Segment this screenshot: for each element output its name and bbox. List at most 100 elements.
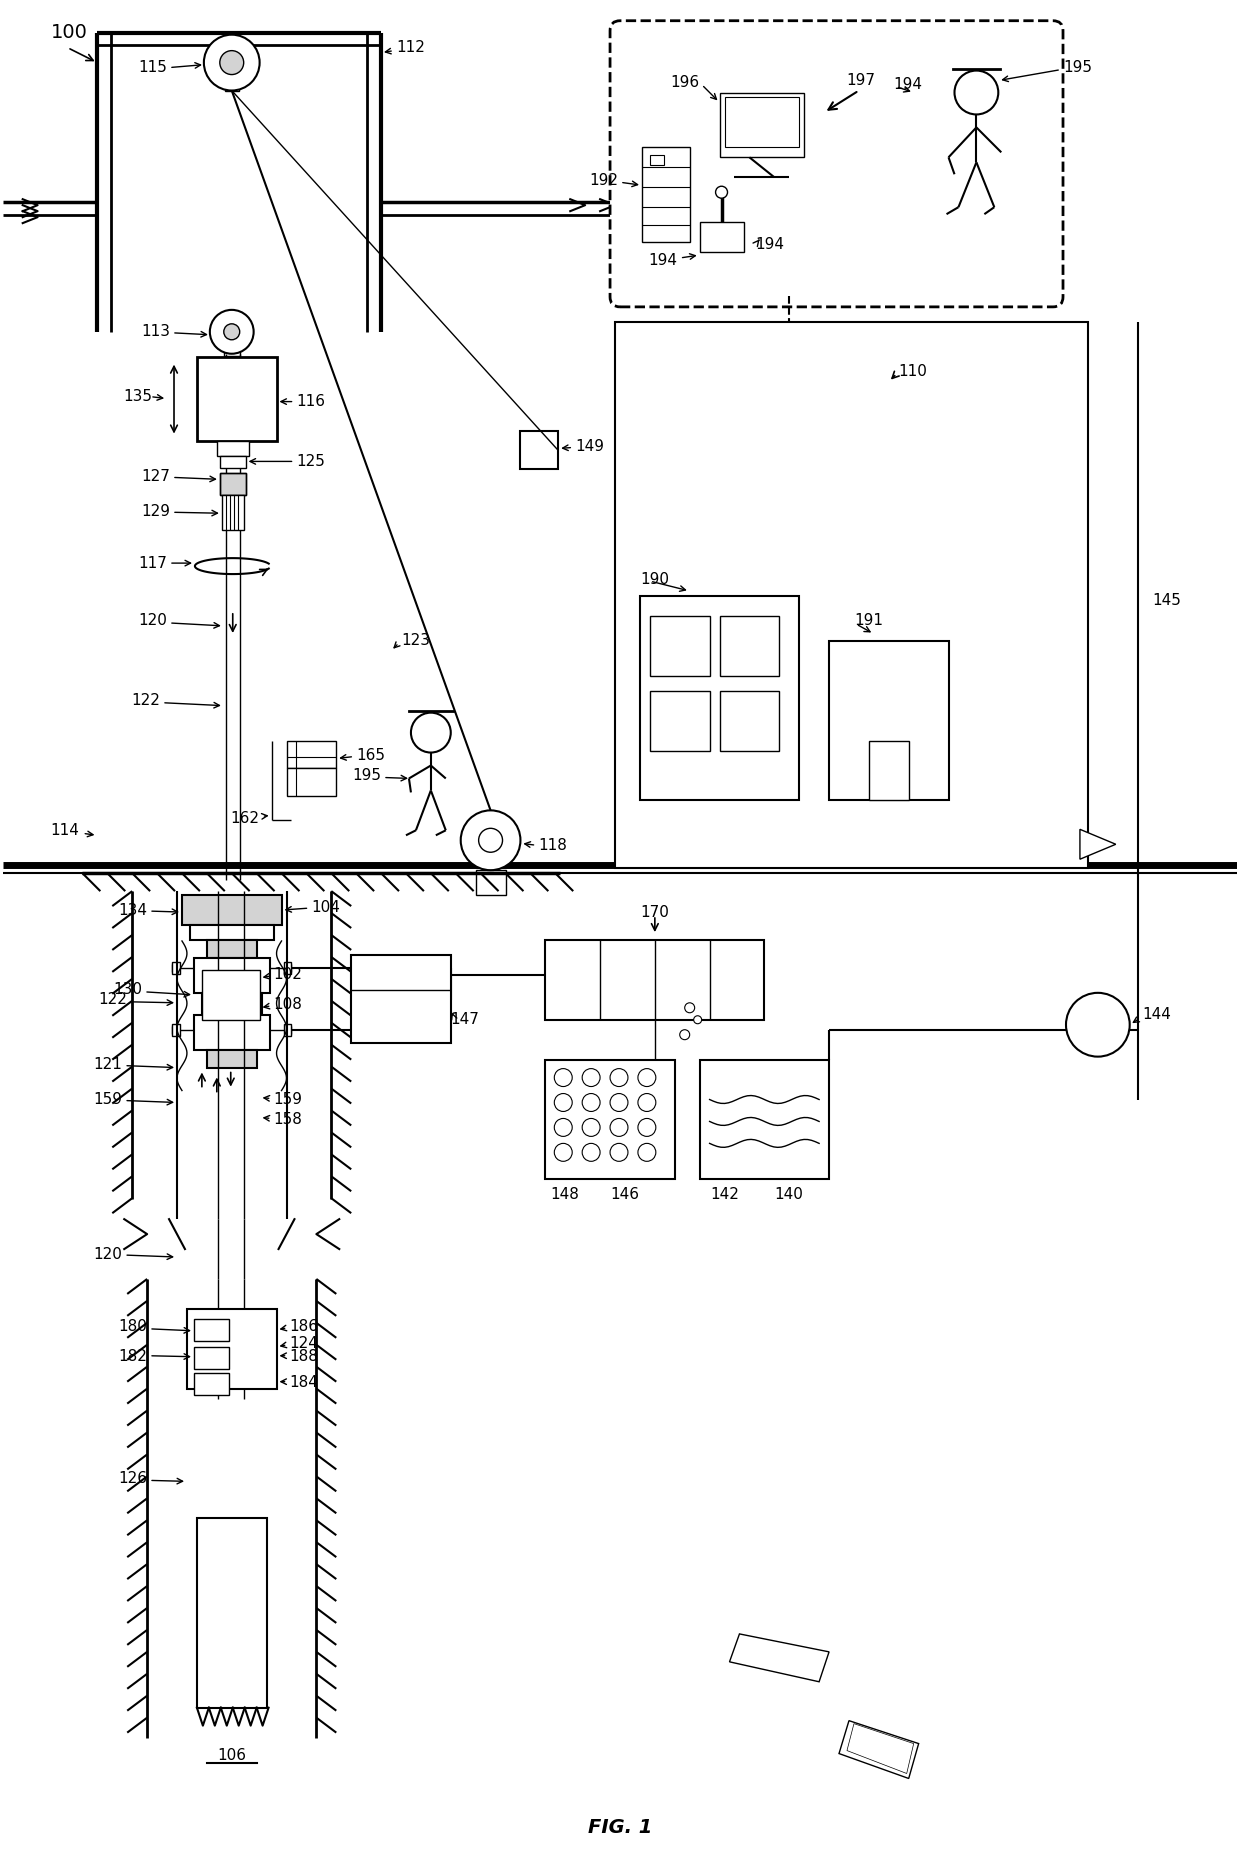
Text: 113: 113 bbox=[141, 325, 170, 340]
Circle shape bbox=[693, 1015, 702, 1024]
Bar bbox=[719, 692, 779, 751]
Bar bbox=[207, 940, 257, 959]
Bar bbox=[719, 92, 805, 157]
Text: 116: 116 bbox=[296, 394, 325, 409]
Bar bbox=[650, 155, 663, 164]
Circle shape bbox=[554, 1093, 572, 1112]
Text: 148: 148 bbox=[551, 1187, 579, 1202]
Text: 197: 197 bbox=[847, 73, 875, 88]
Circle shape bbox=[223, 323, 239, 340]
Circle shape bbox=[715, 187, 728, 198]
Circle shape bbox=[610, 1069, 627, 1086]
Text: 115: 115 bbox=[138, 60, 167, 75]
Text: 134: 134 bbox=[118, 903, 148, 918]
Bar bbox=[869, 740, 909, 800]
Text: 120: 120 bbox=[138, 613, 167, 628]
Circle shape bbox=[582, 1093, 600, 1112]
Text: 124: 124 bbox=[289, 1336, 319, 1351]
Text: 190: 190 bbox=[640, 572, 668, 587]
Text: 149: 149 bbox=[575, 439, 604, 454]
Text: 194: 194 bbox=[755, 237, 785, 252]
Bar bbox=[521, 432, 558, 469]
Bar bbox=[546, 1060, 675, 1179]
Bar bbox=[650, 617, 709, 677]
Text: 130: 130 bbox=[113, 983, 143, 998]
Text: 196: 196 bbox=[671, 75, 699, 90]
Text: 145: 145 bbox=[1153, 594, 1182, 609]
Text: 104: 104 bbox=[311, 899, 340, 914]
Bar bbox=[172, 963, 180, 974]
FancyBboxPatch shape bbox=[610, 21, 1063, 307]
Bar bbox=[351, 955, 451, 1043]
Bar bbox=[642, 148, 689, 243]
Polygon shape bbox=[839, 1721, 919, 1779]
Bar bbox=[615, 321, 1087, 869]
Polygon shape bbox=[729, 1634, 830, 1682]
Text: 180: 180 bbox=[118, 1320, 148, 1334]
Text: 140: 140 bbox=[775, 1187, 804, 1202]
Bar bbox=[286, 740, 336, 768]
Bar bbox=[219, 456, 246, 469]
Text: 144: 144 bbox=[1142, 1007, 1172, 1022]
Circle shape bbox=[210, 310, 254, 353]
Bar bbox=[202, 970, 259, 1020]
Text: 159: 159 bbox=[93, 1091, 123, 1106]
Bar bbox=[699, 222, 744, 252]
Text: 192: 192 bbox=[589, 172, 618, 187]
Text: 170: 170 bbox=[640, 905, 670, 920]
Circle shape bbox=[684, 1004, 694, 1013]
Circle shape bbox=[582, 1144, 600, 1161]
Bar bbox=[830, 641, 949, 800]
Circle shape bbox=[219, 50, 244, 75]
Circle shape bbox=[610, 1144, 627, 1161]
Text: 123: 123 bbox=[401, 634, 430, 649]
Bar bbox=[193, 1320, 228, 1340]
Text: 117: 117 bbox=[138, 555, 167, 570]
Text: 122: 122 bbox=[131, 693, 160, 708]
Text: 194: 194 bbox=[894, 77, 923, 92]
Circle shape bbox=[554, 1144, 572, 1161]
Circle shape bbox=[955, 71, 998, 114]
Text: 142: 142 bbox=[711, 1187, 739, 1202]
Circle shape bbox=[637, 1093, 656, 1112]
Text: 127: 127 bbox=[141, 469, 170, 484]
Text: 126: 126 bbox=[118, 1471, 148, 1486]
Bar bbox=[222, 495, 244, 531]
Bar bbox=[193, 1015, 269, 1050]
Text: 112: 112 bbox=[396, 39, 425, 56]
Circle shape bbox=[680, 1030, 689, 1039]
Circle shape bbox=[461, 811, 521, 871]
Bar bbox=[286, 768, 336, 796]
Bar bbox=[546, 940, 764, 1020]
Polygon shape bbox=[847, 1723, 914, 1774]
Bar bbox=[202, 992, 262, 1015]
Bar bbox=[476, 871, 506, 895]
Bar bbox=[172, 1024, 180, 1035]
Bar bbox=[284, 963, 291, 974]
Circle shape bbox=[1066, 992, 1130, 1056]
Circle shape bbox=[582, 1118, 600, 1136]
Bar bbox=[187, 1308, 277, 1389]
Circle shape bbox=[554, 1118, 572, 1136]
Text: 110: 110 bbox=[899, 364, 928, 379]
Text: 188: 188 bbox=[289, 1349, 319, 1364]
Bar bbox=[640, 596, 800, 800]
Bar bbox=[197, 1518, 267, 1708]
Text: 159: 159 bbox=[274, 1091, 303, 1106]
Bar bbox=[193, 959, 269, 992]
Text: 194: 194 bbox=[649, 252, 678, 267]
Circle shape bbox=[637, 1144, 656, 1161]
Text: 121: 121 bbox=[93, 1058, 123, 1073]
Text: 158: 158 bbox=[274, 1112, 303, 1127]
Polygon shape bbox=[1080, 830, 1116, 860]
Text: 120: 120 bbox=[93, 1247, 123, 1262]
Circle shape bbox=[203, 36, 259, 90]
Text: 182: 182 bbox=[118, 1349, 148, 1364]
Circle shape bbox=[582, 1069, 600, 1086]
Bar bbox=[224, 80, 239, 90]
Circle shape bbox=[410, 712, 451, 753]
Circle shape bbox=[610, 1118, 627, 1136]
Text: 162: 162 bbox=[231, 811, 259, 826]
Bar bbox=[219, 473, 246, 495]
Text: 165: 165 bbox=[356, 748, 386, 763]
